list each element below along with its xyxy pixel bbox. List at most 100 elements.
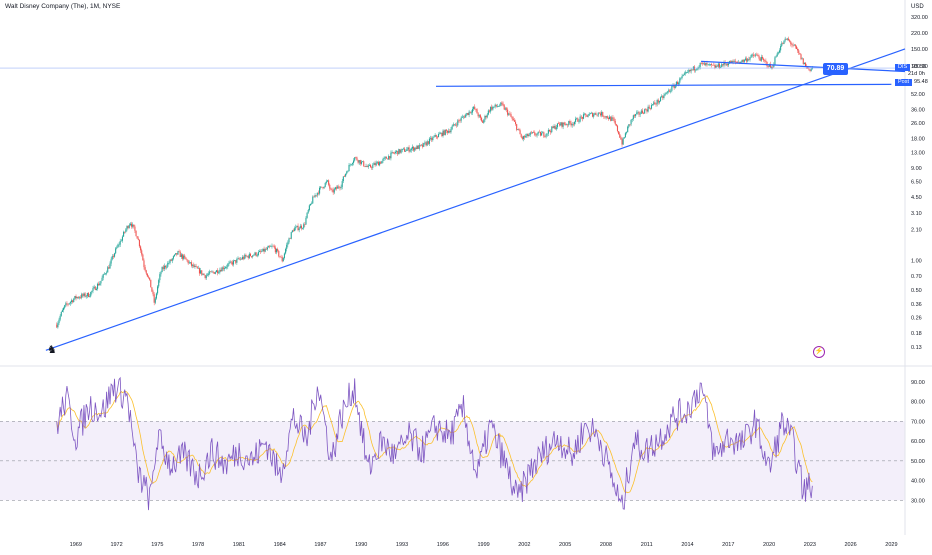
candle-body xyxy=(706,63,708,65)
candle-body xyxy=(384,157,386,158)
candle-body xyxy=(550,131,552,133)
candle-body xyxy=(485,115,487,118)
candle-body xyxy=(224,267,227,269)
candle-body xyxy=(474,106,476,110)
trendline-3 xyxy=(701,60,906,73)
candle-body xyxy=(282,257,284,262)
candle-body xyxy=(295,226,297,229)
candle-body xyxy=(59,315,61,320)
candle-body xyxy=(424,142,426,144)
candle-body xyxy=(308,205,310,211)
candle-body xyxy=(74,296,76,299)
candle-body xyxy=(152,291,154,295)
candle-body xyxy=(585,113,587,115)
price-tick-label: 150.00 xyxy=(911,47,928,53)
candle-body xyxy=(563,122,565,125)
candle-body xyxy=(419,144,421,146)
candle-body xyxy=(377,161,380,166)
candle-body xyxy=(291,230,293,233)
candle-body xyxy=(161,267,163,273)
candle-body xyxy=(129,223,131,226)
candle-body xyxy=(548,129,551,132)
candle-body xyxy=(305,217,307,225)
candle-body xyxy=(117,244,119,248)
candle-body xyxy=(61,310,63,312)
candle-body xyxy=(196,266,198,269)
candle-body xyxy=(598,112,600,114)
candle-body xyxy=(336,187,338,189)
candle-body xyxy=(752,54,754,56)
candle-body xyxy=(673,85,675,89)
lightning-icon[interactable]: ⚡ xyxy=(813,346,825,358)
candle-body xyxy=(618,131,620,135)
price-tick-label: 3.10 xyxy=(911,211,922,217)
tradingview-logo-icon[interactable]: ♞ xyxy=(47,344,57,356)
candle-body xyxy=(286,244,288,249)
candle-body xyxy=(422,144,424,147)
candle-body xyxy=(637,111,639,113)
candle-body xyxy=(356,157,358,161)
candle-body xyxy=(630,119,632,125)
candle-body xyxy=(254,252,256,255)
candle-body xyxy=(486,114,488,118)
time-tick-label: 1993 xyxy=(396,542,408,548)
candle-body xyxy=(479,115,481,118)
candle-body xyxy=(240,258,242,260)
candle-body xyxy=(535,134,537,136)
candle-body xyxy=(126,226,128,230)
candle-body xyxy=(734,60,736,62)
time-tick-label: 1981 xyxy=(233,542,245,548)
candle-body xyxy=(797,48,799,51)
time-tick-label: 1984 xyxy=(274,542,286,548)
candle-body xyxy=(333,189,335,193)
candle-body xyxy=(394,151,397,154)
candle-body xyxy=(133,224,135,227)
candle-body xyxy=(168,262,170,264)
candle-body xyxy=(428,138,430,144)
candle-body xyxy=(603,116,605,118)
candle-body xyxy=(92,288,94,291)
candle-body xyxy=(340,186,342,189)
candle-body xyxy=(712,64,714,66)
candle-body xyxy=(258,251,261,252)
rsi-tick-label: 40.00 xyxy=(911,479,925,485)
candle-body xyxy=(326,180,329,182)
candle-body xyxy=(784,38,786,41)
candle-body xyxy=(269,246,271,247)
candle-body xyxy=(382,159,384,162)
candle-body xyxy=(590,112,592,114)
rsi-tick-label: 90.00 xyxy=(911,380,925,386)
candle-body xyxy=(613,118,615,121)
candle-body xyxy=(750,54,752,58)
candle-body xyxy=(316,192,318,196)
candle-body xyxy=(343,176,346,177)
trendline-price-callout[interactable]: 70.89 xyxy=(823,63,848,75)
candle-body xyxy=(302,228,304,229)
candle-body xyxy=(281,256,283,262)
candle-body xyxy=(776,53,778,57)
candle-body xyxy=(710,64,713,65)
candle-body xyxy=(758,56,760,59)
candle-body xyxy=(427,141,429,144)
candle-body xyxy=(599,113,602,116)
candle-body xyxy=(496,106,498,107)
candle-body xyxy=(520,134,522,138)
candle-body xyxy=(632,115,634,119)
candle-body xyxy=(266,247,269,250)
candle-body xyxy=(191,262,193,266)
candle-body xyxy=(121,236,124,241)
candle-body xyxy=(194,265,196,267)
candle-body xyxy=(383,157,385,160)
candle-body xyxy=(212,271,214,273)
candle-body xyxy=(119,240,121,245)
rsi-tick-label: 30.00 xyxy=(911,498,925,504)
candle-body xyxy=(564,124,566,125)
candle-body xyxy=(155,293,157,299)
candle-body xyxy=(249,253,252,257)
candle-body xyxy=(62,307,65,311)
candle-body xyxy=(764,60,766,61)
candle-body xyxy=(749,57,751,60)
candle-body xyxy=(101,277,103,281)
candle-body xyxy=(663,95,665,98)
